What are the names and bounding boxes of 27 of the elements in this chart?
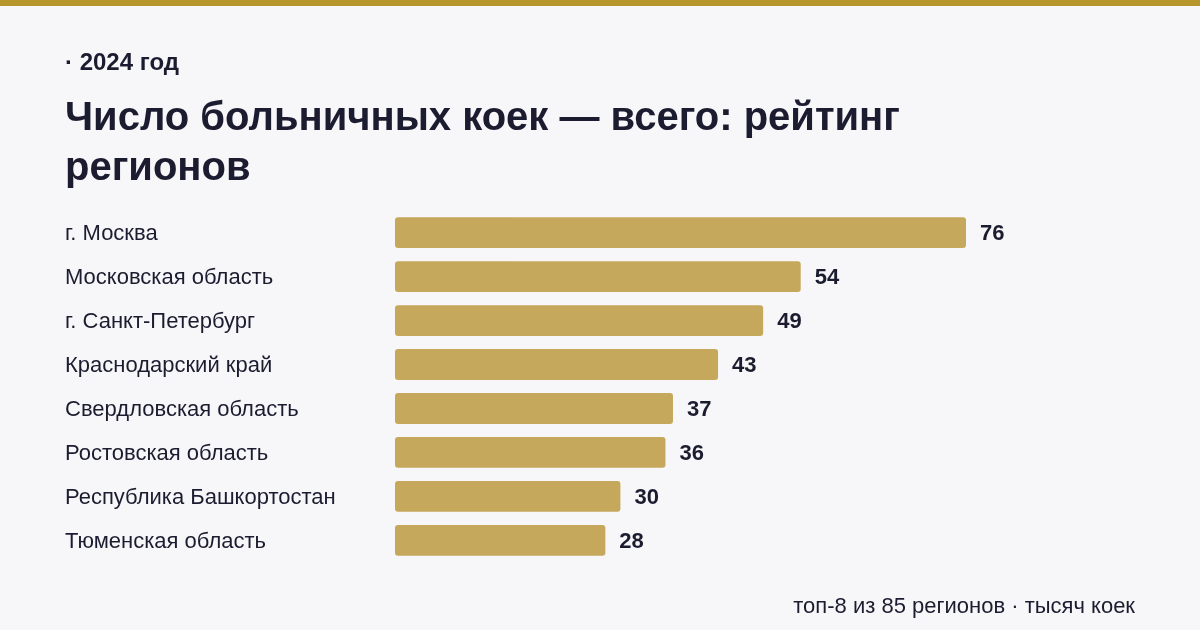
bar [395, 305, 764, 336]
chart-title: Число больничных коек — всего: рейтинг регионов [65, 94, 900, 188]
data-label: 43 [732, 352, 757, 378]
data-label: 30 [634, 484, 659, 510]
data-label: 28 [619, 528, 644, 554]
data-label: 76 [980, 220, 1005, 246]
text: топ-8 из 85 регионов · тысяч коек [793, 593, 1136, 618]
y-tick-label: г. Санкт-Петербург [65, 308, 256, 334]
y-tick-label: Ростовская область [65, 440, 269, 466]
data-label: 49 [777, 308, 802, 334]
bar [395, 349, 719, 380]
data-label: 36 [679, 440, 704, 466]
data-label: 37 [686, 396, 712, 422]
y-tick-label: Свердловская область [65, 396, 299, 422]
bar [395, 217, 966, 248]
y-tick-label: Московская область [65, 264, 274, 290]
bar [395, 525, 606, 556]
bar [395, 481, 621, 512]
data-label: 54 [814, 264, 840, 290]
y-tick-label: Республика Башкортостан [65, 484, 336, 510]
bar [395, 437, 666, 468]
bar [395, 261, 801, 292]
y-tick-label: Тюменская область [65, 528, 267, 554]
y-tick-label: Краснодарский край [65, 352, 273, 378]
text: · 2024 год [65, 48, 179, 75]
y-tick-label: г. Москва [65, 220, 159, 246]
bar [395, 393, 673, 424]
